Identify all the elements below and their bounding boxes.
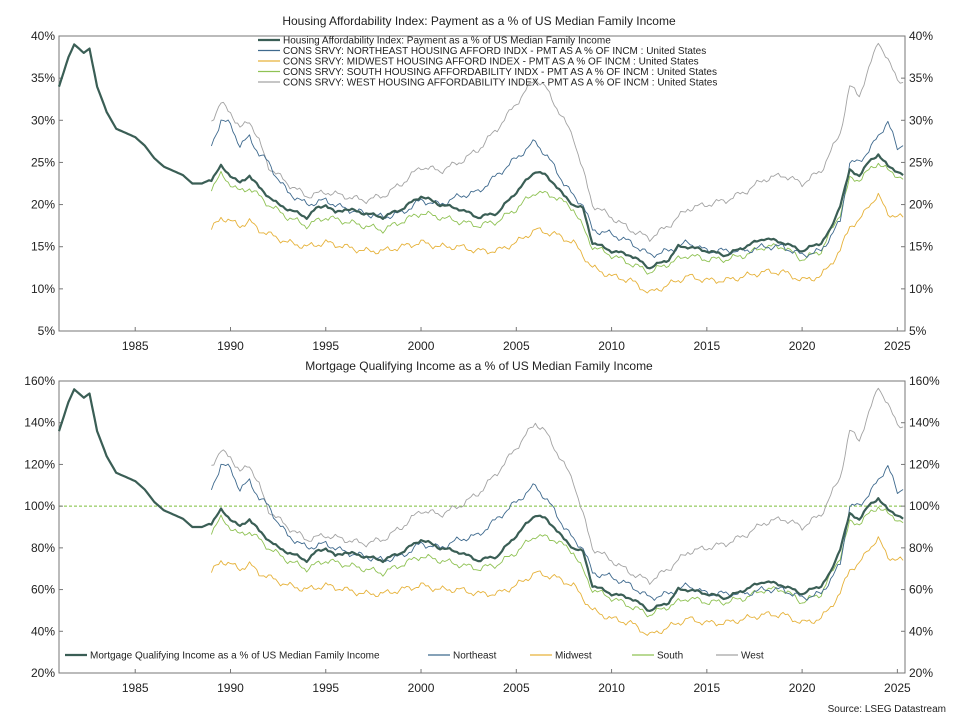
top-series-group [57, 42, 904, 294]
top-y-tick-label-left: 5% [38, 324, 56, 338]
top-chart-title: Housing Affordability Index: Payment as … [282, 14, 676, 28]
top-y-tick-label-left: 10% [31, 282, 55, 296]
bottom-y-tick-label-left: 80% [31, 541, 55, 555]
bottom-x-axis: 1985 1990 1995 2000 2005 2010 2015 2020 2025 [122, 669, 911, 695]
source-note: Source: LSEG Datastream [828, 704, 946, 715]
top-series-line-south [210, 162, 904, 275]
bottom-series-line-west [211, 387, 904, 585]
top-y-tick-label-right: 40% [909, 29, 933, 43]
top-y-tick-label-right: 5% [909, 324, 927, 338]
top-series-line-midwest [210, 192, 904, 294]
bottom-y-tick-label-left: 160% [24, 374, 55, 388]
legend-label-west: CONS SRVY: WEST HOUSING AFFORDABILITY IN… [283, 78, 717, 89]
top-y-tick-label-right: 15% [909, 240, 933, 254]
top-x-axis: 1985 1990 1995 2000 2005 2010 2015 2020 2025 [122, 327, 911, 353]
bottom-series-group [57, 387, 904, 636]
bottom-y-tick-label-right: 160% [909, 374, 940, 388]
top-y-tick-label-right: 20% [909, 198, 933, 212]
bottom-y-tick-label-left: 140% [24, 416, 55, 430]
top-series-line-west [211, 42, 904, 242]
legend-label-northeast: Northeast [453, 651, 497, 662]
top-y-tick-label-right: 25% [909, 155, 933, 169]
top-x-tick-label: 1985 [122, 339, 149, 353]
legend-label-midwest: CONS SRVY: MIDWEST HOUSING AFFORD INDEX … [283, 57, 699, 68]
bottom-series-line-south [210, 506, 904, 618]
bottom-series-line-midwest [210, 536, 904, 636]
bottom-x-tick-label: 2005 [503, 681, 530, 695]
legend-label-midwest: Midwest [555, 651, 592, 662]
legend-label-south: South [657, 651, 683, 662]
top-legend: Housing Affordability Index: Payment as … [258, 36, 717, 89]
bottom-y-tick-label-left: 120% [24, 457, 55, 471]
bottom-x-tick-label: 2020 [789, 681, 816, 695]
top-x-tick-label: 2020 [789, 339, 816, 353]
top-x-tick-label: 2000 [408, 339, 435, 353]
top-y-tick-label-right: 30% [909, 113, 933, 127]
top-y-tick-label-left: 40% [31, 29, 55, 43]
bottom-x-tick-label: 1995 [312, 681, 339, 695]
top-x-tick-label: 2005 [503, 339, 530, 353]
top-x-tick-label: 2010 [598, 339, 625, 353]
top-series-line-total [57, 43, 904, 270]
top-y-tick-label-left: 15% [31, 240, 55, 254]
bottom-x-tick-label: 1985 [122, 681, 149, 695]
bottom-legend: Mortgage Qualifying Income as a % of US … [65, 651, 764, 662]
bottom-y-tick-label-right: 40% [909, 624, 933, 638]
bottom-series-line-total [57, 388, 904, 612]
top-x-tick-label: 2025 [884, 339, 911, 353]
bottom-y-axis: 20% 20% 40% 40% 60% 60% 80% 80% 100% 100% 120% 120%… [24, 374, 940, 680]
legend-label-northeast: CONS SRVY: NORTHEAST HOUSING AFFORD INDX… [283, 46, 706, 57]
bottom-y-tick-label-right: 120% [909, 457, 940, 471]
bottom-series-line-northeast [210, 463, 904, 601]
top-y-tick-label-left: 20% [31, 198, 55, 212]
top-x-tick-label: 2015 [693, 339, 720, 353]
bottom-y-tick-label-right: 80% [909, 541, 933, 555]
bottom-y-tick-label-left: 40% [31, 624, 55, 638]
bottom-x-tick-label: 2000 [408, 681, 435, 695]
bottom-y-tick-label-left: 60% [31, 583, 55, 597]
bottom-x-tick-label: 2010 [598, 681, 625, 695]
bottom-y-tick-label-right: 20% [909, 666, 933, 680]
top-y-tick-label-left: 35% [31, 71, 55, 85]
bottom-y-tick-label-right: 60% [909, 583, 933, 597]
bottom-x-tick-label: 2015 [693, 681, 720, 695]
top-y-tick-label-right: 35% [909, 71, 933, 85]
top-series-line-northeast [210, 119, 904, 259]
legend-label-west: West [741, 651, 764, 662]
top-y-tick-label-right: 10% [909, 282, 933, 296]
bottom-x-tick-label: 1990 [217, 681, 244, 695]
bottom-x-tick-label: 2025 [884, 681, 911, 695]
top-plot-frame [58, 35, 906, 332]
bottom-y-tick-label-left: 100% [24, 499, 55, 513]
bottom-y-tick-label-right: 140% [909, 416, 940, 430]
top-y-tick-label-left: 30% [31, 113, 55, 127]
bottom-y-tick-label-right: 100% [909, 499, 940, 513]
bottom-y-tick-label-left: 20% [31, 666, 55, 680]
top-x-tick-label: 1990 [217, 339, 244, 353]
legend-label-total: Mortgage Qualifying Income as a % of US … [90, 651, 380, 662]
top-x-tick-label: 1995 [312, 339, 339, 353]
bottom-chart-title: Mortgage Qualifying Income as a % of US … [305, 359, 653, 373]
top-y-axis: 5% 5% 10% 10% 15% 15% 20% 20% 25% 25% 30% 30% 35% 35%… [31, 29, 933, 338]
affordability-panel: Housing Affordability Index: Payment as … [31, 14, 933, 353]
legend-label-total: Housing Affordability Index: Payment as … [283, 36, 611, 47]
top-y-tick-label-left: 25% [31, 155, 55, 169]
legend-label-south: CONS SRVY: SOUTH HOUSING AFFORDABILITY I… [283, 67, 717, 78]
qualifying-income-panel: Mortgage Qualifying Income as a % of US … [24, 359, 940, 695]
bottom-plot-frame [58, 380, 906, 674]
